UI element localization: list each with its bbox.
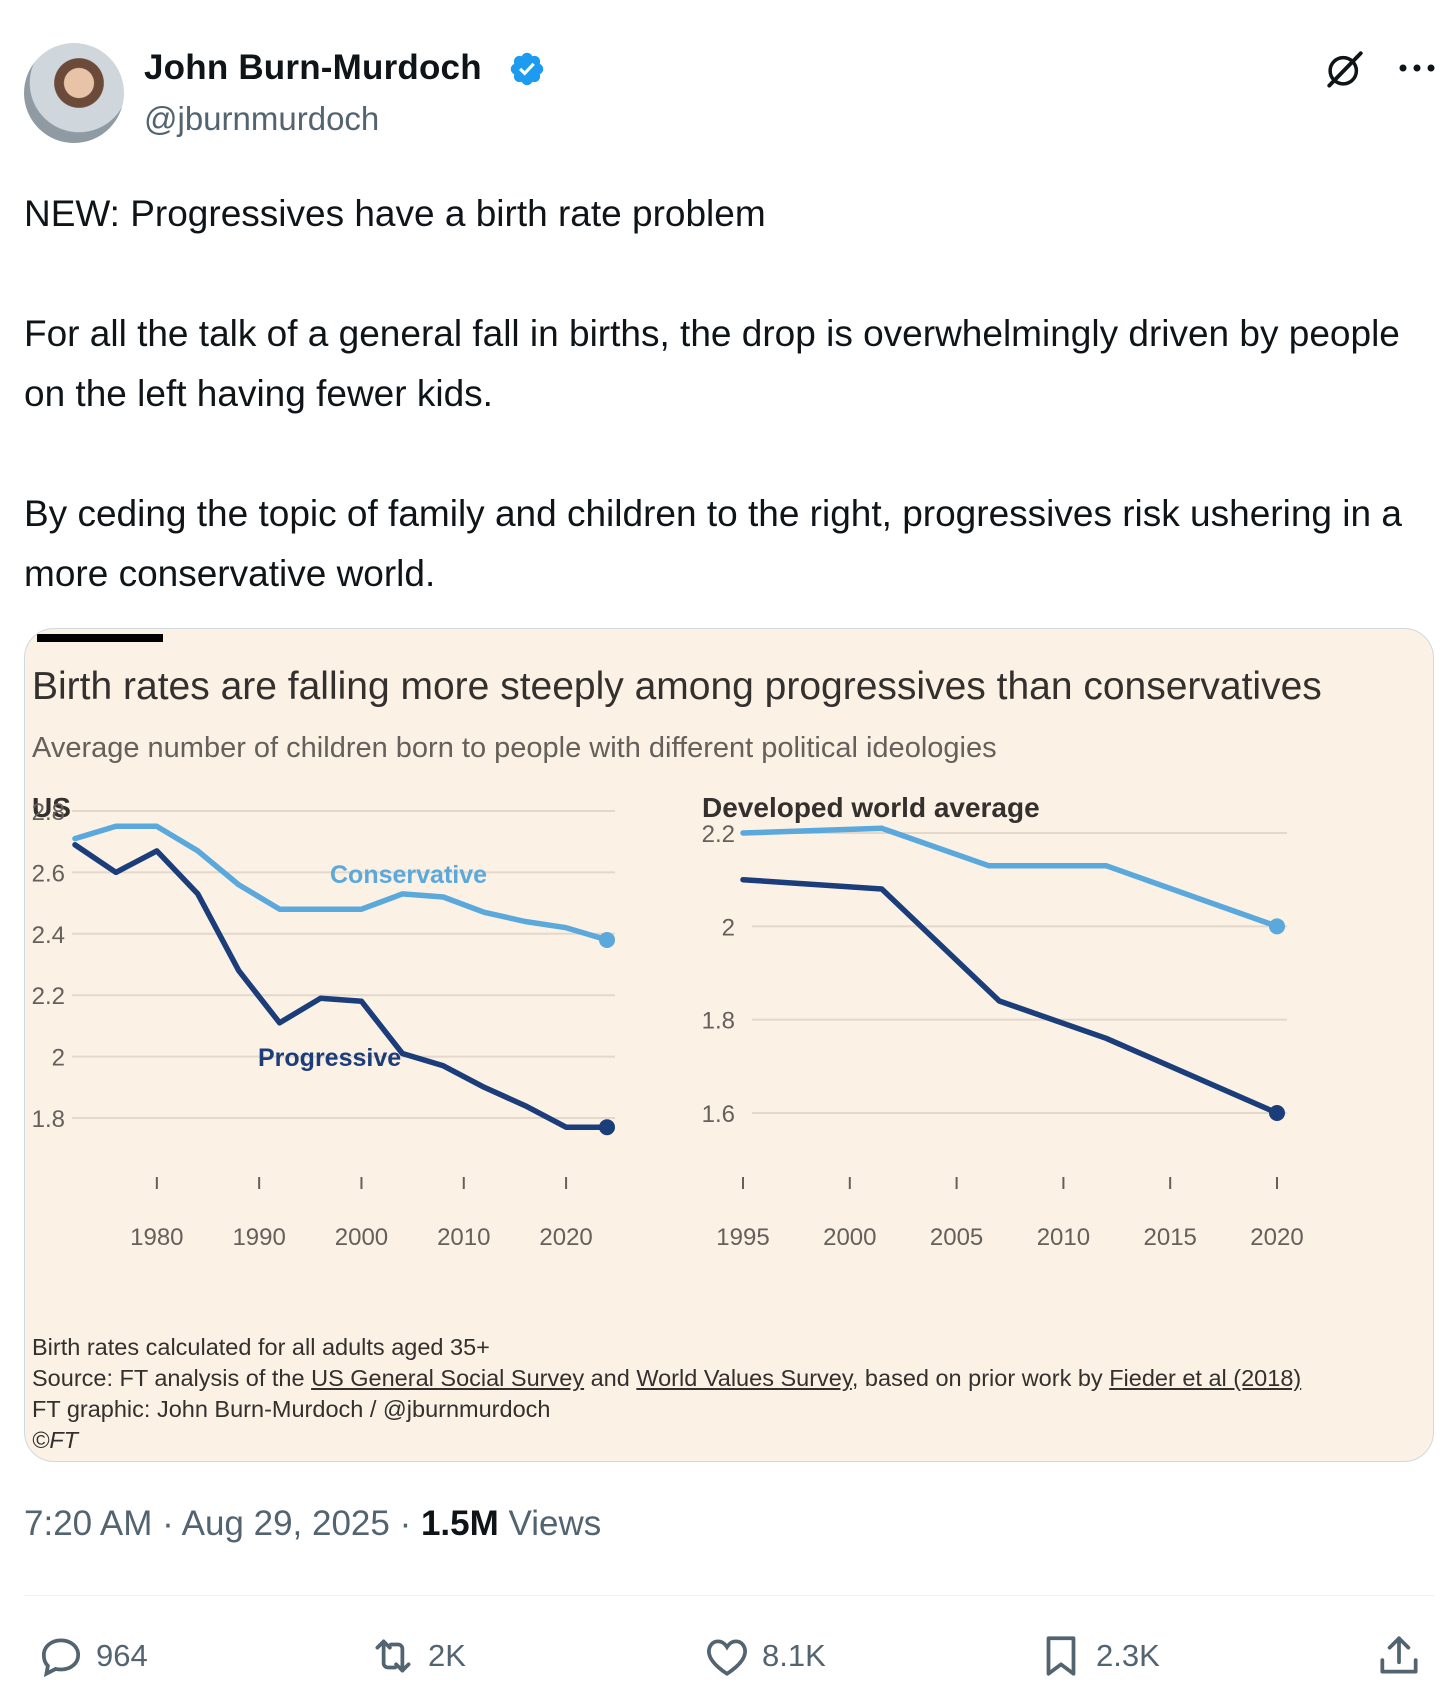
conservative-line	[72, 823, 610, 943]
source-link-fieder[interactable]: Fieder et al (2018)	[1109, 1365, 1302, 1391]
like-icon	[707, 1639, 747, 1676]
views-label: Views	[498, 1504, 602, 1543]
y-tick-label: 1.6	[702, 1101, 735, 1128]
chart-footnotes: Birth rates calculated for all adults ag…	[32, 1332, 1301, 1456]
y-tick-label: 2	[52, 1045, 65, 1072]
x-tick-label: 2010	[1037, 1224, 1090, 1251]
chart-canvas: 1.8 2 2.2 2.4 2.6 2.8 1980 1990 2000 2010 2020 Cons…	[32, 799, 1304, 1251]
ft-brand-bar	[37, 634, 163, 642]
footnote-ages: Birth rates calculated for all adults ag…	[32, 1334, 490, 1360]
x-tick-label: 2005	[930, 1224, 983, 1251]
progressive-end-point	[1269, 1105, 1285, 1121]
conservative-end-point	[1269, 918, 1285, 935]
tweet-paragraph: NEW: Progressives have a birth rate prob…	[24, 193, 766, 234]
author-name[interactable]: John Burn-Murdoch	[144, 48, 482, 87]
footnote-source: Source: FT analysis of the US General So…	[32, 1365, 1302, 1391]
y-tick-label: 2.8	[32, 799, 65, 826]
tweet-paragraph: For all the talk of a general fall in bi…	[24, 313, 1400, 414]
conservative-line	[740, 825, 1280, 930]
verified-badge-icon	[510, 52, 544, 86]
panel-title-developed: Developed world average	[702, 792, 1040, 823]
repost-count: 2K	[428, 1638, 466, 1673]
y-tick-label: 2	[722, 914, 735, 941]
repost-icon	[375, 1639, 411, 1673]
x-tick-label: 2000	[335, 1224, 388, 1251]
tweet-paragraph: By ceding the topic of family and childr…	[24, 493, 1402, 594]
x-tick-label: 1995	[716, 1224, 769, 1251]
chart-title: Birth rates are falling more steeply amo…	[32, 665, 1322, 708]
panel-title-us: US	[32, 792, 71, 823]
tweet-text: NEW: Progressives have a birth rate prob…	[24, 184, 1434, 604]
divider	[24, 1595, 1434, 1596]
y-tick-label: 1.8	[702, 1008, 735, 1035]
progressive-series-label: Progressive	[258, 1044, 401, 1072]
reply-button[interactable]: 964	[36, 1628, 148, 1684]
footnote-credit: FT graphic: John Burn-Murdoch / @jburnmu…	[32, 1396, 551, 1422]
chart-subtitle: Average number of children born to peopl…	[32, 732, 997, 764]
tweet-date[interactable]: Aug 29, 2025	[181, 1504, 390, 1543]
views-count: 1.5M	[420, 1504, 499, 1543]
tweet-time[interactable]: 7:20 AM	[24, 1504, 153, 1543]
x-tick-label: 2010	[437, 1224, 490, 1251]
y-tick-label: 2.2	[32, 983, 65, 1010]
conservative-end-point	[599, 931, 615, 948]
x-tick-label: 2020	[1250, 1224, 1303, 1251]
x-tick-label: 2000	[823, 1224, 876, 1251]
y-tick-label: 2.4	[32, 922, 65, 949]
conservative-series-label: Conservative	[330, 861, 487, 889]
more-options-icon[interactable]	[1395, 56, 1439, 80]
progressive-line	[72, 842, 610, 1130]
bookmark-button[interactable]: 2.3K	[1036, 1628, 1160, 1684]
repost-button[interactable]: 2K	[368, 1628, 466, 1684]
like-count: 8.1K	[762, 1638, 826, 1673]
progressive-line	[740, 876, 1280, 1116]
x-tick-label: 2015	[1144, 1224, 1197, 1251]
bookmark-icon	[1046, 1636, 1076, 1676]
progressive-end-point	[599, 1119, 615, 1136]
avatar[interactable]	[24, 43, 124, 143]
x-tick-label: 1980	[130, 1224, 183, 1251]
share-button[interactable]	[1374, 1628, 1434, 1684]
tweet-media-image[interactable]: Birth rates are falling more steeply amo…	[24, 628, 1434, 1462]
grok-icon[interactable]	[1324, 48, 1366, 90]
chart-layer: 1.8 2 2.2 2.4 2.6 2.8 1980 1990 2000 2010 2020 Cons…	[32, 799, 1304, 1251]
bookmark-count: 2.3K	[1096, 1638, 1160, 1673]
x-tick-label: 1990	[232, 1224, 285, 1251]
source-link-wvs[interactable]: World Values Survey	[636, 1365, 852, 1391]
reply-icon	[41, 1638, 81, 1678]
source-link-gss[interactable]: US General Social Survey	[311, 1365, 585, 1391]
footnote-copyright: ©FT	[32, 1427, 79, 1453]
author-handle[interactable]: @jburnmurdoch	[144, 100, 380, 137]
reply-count: 964	[96, 1638, 148, 1673]
like-button[interactable]: 8.1K	[702, 1628, 826, 1684]
x-tick-label: 2020	[539, 1224, 592, 1251]
y-tick-label: 2.6	[32, 860, 65, 887]
y-tick-label: 1.8	[32, 1106, 65, 1133]
share-icon	[1380, 1636, 1418, 1674]
y-tick-label: 2.2	[702, 821, 735, 848]
tweet-timestamp[interactable]: 7:20 AM · Aug 29, 2025 · 1.5M Views	[24, 1504, 602, 1543]
